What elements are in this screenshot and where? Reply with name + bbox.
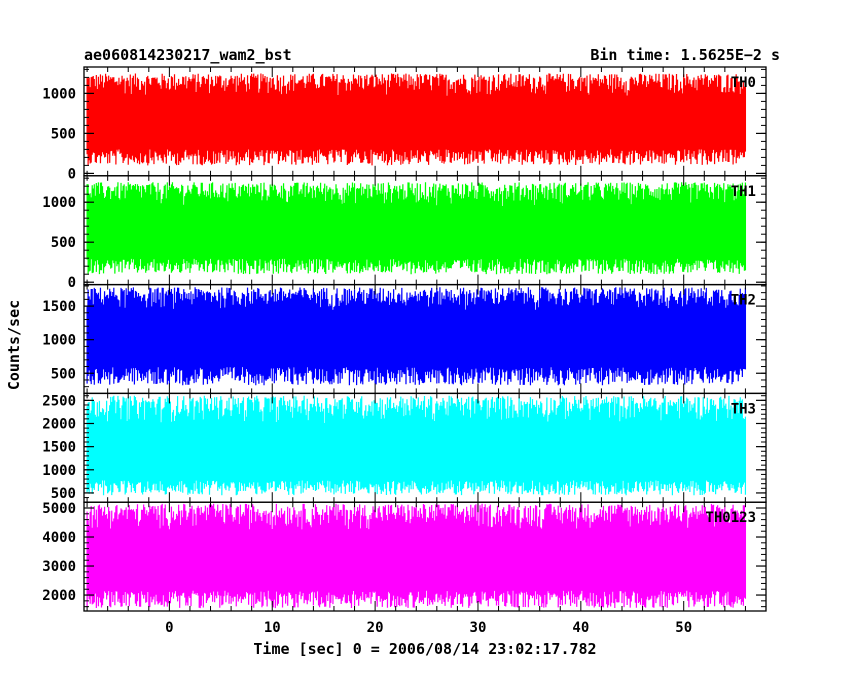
y-tick-label: 500: [51, 126, 76, 142]
panel-label-th0: TH0: [731, 75, 756, 91]
y-tick-label: 1000: [42, 333, 76, 349]
y-tick-label: 1000: [42, 195, 76, 211]
series-th1: [86, 182, 747, 275]
panel-label-th1: TH1: [731, 184, 756, 200]
y-tick-label: 1000: [42, 86, 76, 102]
y-tick-label: 2000: [42, 588, 76, 604]
y-tick-label: 500: [51, 486, 76, 502]
y-tick-label: 0: [68, 166, 76, 182]
panel-label-th0123: TH0123: [705, 510, 756, 526]
y-tick-label: 1000: [42, 463, 76, 479]
y-tick-label: 0: [68, 275, 76, 291]
series-th3: [86, 395, 747, 496]
x-tick-label: 0: [165, 620, 173, 636]
series-th0123: [86, 503, 747, 609]
y-tick-label: 1500: [42, 299, 76, 315]
panel-label-th2: TH2: [731, 293, 756, 309]
chart-title-left: ae060814230217_wam2_bst: [84, 46, 292, 64]
y-tick-label: 2000: [42, 416, 76, 432]
x-axis-label: Time [sec] 0 = 2006/08/14 23:02:17.782: [253, 640, 596, 658]
panel-label-th3: TH3: [731, 401, 756, 417]
y-tick-label: 5000: [42, 501, 76, 517]
x-tick-label: 30: [470, 620, 487, 636]
panel-frame-th0123: [83, 501, 767, 612]
y-tick-label: 1500: [42, 440, 76, 456]
y-tick-label: 2500: [42, 393, 76, 409]
x-tick-label: 40: [572, 620, 589, 636]
x-tick-label: 10: [264, 620, 281, 636]
series-th0: [86, 73, 747, 166]
y-tick-label: 3000: [42, 559, 76, 575]
y-tick-label: 4000: [42, 530, 76, 546]
y-axis-label: Counts/sec: [5, 300, 23, 390]
x-tick-label: 20: [367, 620, 384, 636]
y-tick-label: 500: [51, 235, 76, 251]
x-tick-label: 50: [675, 620, 692, 636]
panels-group: TH005001000TH105001000TH250010001500TH35…: [42, 66, 767, 636]
y-tick-label: 500: [51, 366, 76, 382]
series-th2: [86, 287, 747, 386]
chart-title-right: Bin time: 1.5625E−2 s: [590, 46, 780, 64]
